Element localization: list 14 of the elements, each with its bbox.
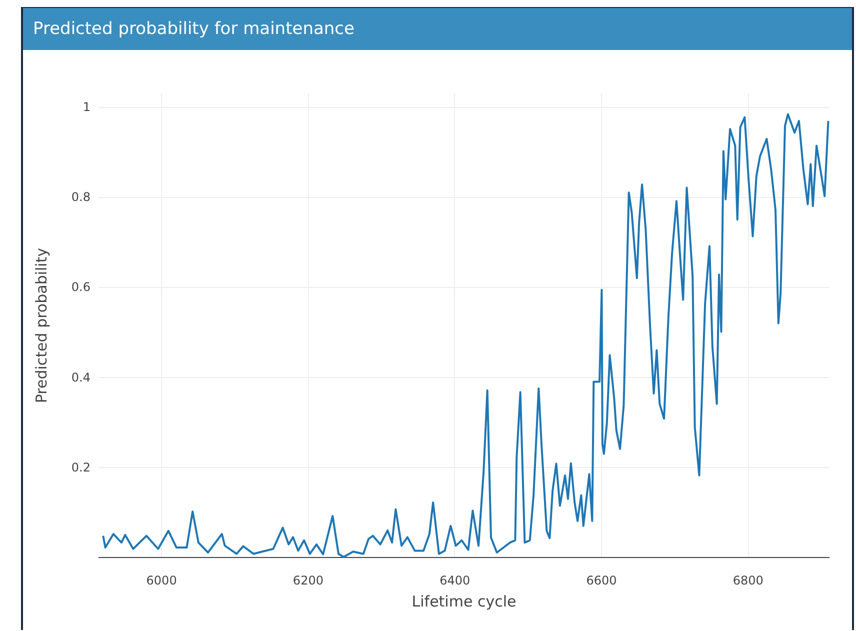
x-axis-title: Lifetime cycle — [412, 592, 516, 610]
y-tick-label: 0.8 — [71, 190, 90, 204]
x-tick-label: 6600 — [586, 574, 617, 588]
chart-title: Predicted probability for maintenance — [23, 8, 852, 50]
x-tick-label: 6000 — [146, 574, 177, 588]
y-tick-label: 0.2 — [71, 460, 90, 474]
line-series — [102, 113, 830, 558]
y-tick-label: 0.6 — [71, 280, 90, 294]
x-tick-label: 6200 — [292, 574, 324, 588]
y-tick-label: 1 — [82, 100, 90, 114]
y-tick-label: 0.4 — [71, 370, 90, 384]
x-tick-label: 6400 — [440, 574, 470, 588]
x-tick-label: 6800 — [732, 574, 764, 588]
y-axis-title: Predicted probability — [32, 248, 50, 404]
